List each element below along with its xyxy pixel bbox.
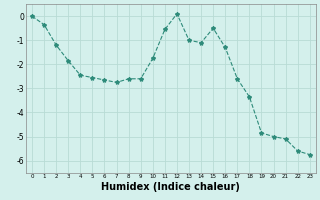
X-axis label: Humidex (Indice chaleur): Humidex (Indice chaleur) [101,182,240,192]
